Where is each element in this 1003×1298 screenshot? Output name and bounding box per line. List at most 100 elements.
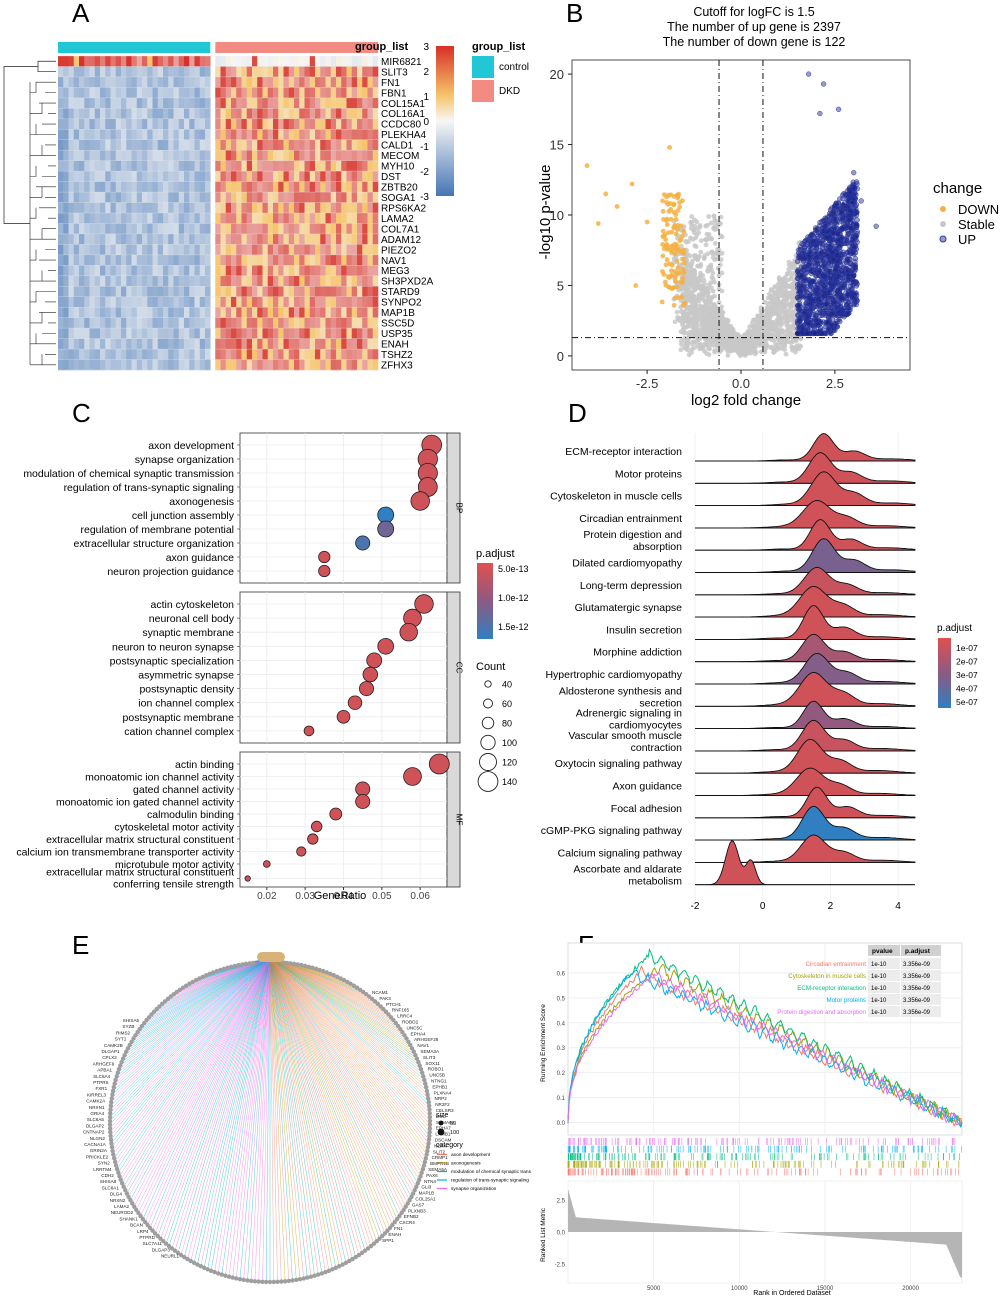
- heatmap-cell: [252, 265, 258, 277]
- heatmap-cell: [351, 307, 358, 318]
- heatmap-cell: [94, 76, 101, 88]
- heatmap-cell: [58, 76, 64, 88]
- volcano-point: [745, 330, 751, 336]
- heatmap-cell: [173, 160, 180, 172]
- heatmap-cell: [215, 129, 221, 141]
- volcano-point: [718, 262, 723, 268]
- heatmap-cell: [225, 192, 232, 203]
- heatmap-cell: [288, 108, 295, 120]
- heatmap-cell: [194, 254, 201, 266]
- heatmap-cell: [278, 296, 284, 308]
- heatmap-cell: [262, 108, 269, 120]
- heatmap-cell: [346, 108, 353, 120]
- volcano-point: [708, 236, 714, 242]
- heatmap-cell: [58, 87, 64, 99]
- heatmap-cell: [105, 338, 111, 350]
- heatmap-cell: [357, 192, 363, 203]
- volcano-point: [804, 263, 810, 270]
- heatmap-cell: [110, 328, 117, 339]
- heatmap-cell: [325, 349, 332, 360]
- heatmap-cell: [121, 129, 127, 141]
- heatmap-cell: [115, 108, 122, 120]
- heatmap-cell: [199, 160, 206, 172]
- heatmap-cell: [63, 139, 69, 151]
- heatmap-cell: [105, 150, 111, 161]
- heatmap-cell: [184, 139, 190, 151]
- heatmap-cell: [362, 171, 368, 182]
- heatmap-cell: [184, 202, 190, 214]
- heatmap-cell: [362, 317, 368, 329]
- heatmap-cell: [267, 139, 274, 151]
- volcano-point: [766, 306, 772, 311]
- heatmap-cell: [63, 213, 69, 224]
- heatmap-cell: [168, 97, 174, 109]
- heatmap-cell: [110, 150, 117, 161]
- volcano-point: [841, 251, 847, 258]
- heatmap-cell: [215, 213, 221, 224]
- heatmap-cell: [215, 307, 221, 318]
- heatmap-cell: [94, 66, 101, 78]
- volcano-point: [778, 327, 784, 333]
- heatmap-cell: [304, 317, 311, 329]
- heatmap-cell: [152, 87, 159, 99]
- heatmap-cell: [73, 171, 80, 182]
- heatmap-cell: [189, 139, 195, 151]
- heatmap-cell: [168, 66, 174, 78]
- heatmap-cell: [273, 108, 279, 120]
- heatmap-cell: [299, 338, 305, 350]
- heatmap-cell: [346, 171, 353, 182]
- heatmap-cell: [220, 307, 227, 318]
- volcano-point: [792, 264, 797, 269]
- heatmap-cell: [351, 286, 358, 298]
- heatmap-cell: [121, 213, 127, 224]
- heatmap-cell: [63, 349, 69, 360]
- heatmap-cell: [362, 97, 368, 109]
- heatmap-cell: [126, 213, 132, 224]
- heatmap-cell: [320, 359, 326, 371]
- heatmap-cell: [309, 97, 316, 109]
- heatmap-cell: [367, 317, 374, 329]
- heatmap-cell: [262, 359, 269, 371]
- heatmap-cell: [231, 97, 237, 109]
- heatmap-cell: [336, 150, 342, 161]
- heatmap-cell: [189, 129, 195, 141]
- heatmap-cell: [126, 338, 132, 350]
- heatmap-cell: [199, 307, 206, 318]
- heatmap-cell: [199, 108, 206, 120]
- scale-tick-label: 1: [423, 92, 429, 103]
- heatmap-cell: [136, 286, 143, 298]
- volcano-point: [741, 343, 747, 348]
- volcano-point: [698, 249, 704, 255]
- scale-tick-label: 0: [423, 117, 429, 128]
- volcano-point: [706, 345, 711, 351]
- heatmap-cell: [367, 349, 374, 360]
- heatmap-cell: [147, 192, 153, 203]
- volcano-point: [850, 250, 856, 256]
- heatmap-cell: [362, 150, 368, 161]
- heatmap-cell: [283, 139, 290, 151]
- heatmap-cell: [58, 129, 64, 141]
- heatmap-cell: [372, 97, 379, 109]
- heatmap-cell: [320, 338, 326, 350]
- heatmap-cell: [288, 265, 295, 277]
- heatmap-cell: [189, 213, 195, 224]
- heatmap-cell: [304, 213, 311, 224]
- heatmap-cell: [205, 338, 211, 350]
- heatmap-cell: [362, 328, 368, 339]
- heatmap-cell: [241, 307, 248, 318]
- heatmap-cell: [278, 160, 284, 172]
- heatmap-cell: [367, 202, 374, 214]
- heatmap-cell: [220, 244, 227, 256]
- heatmap-cell: [184, 338, 190, 350]
- heatmap-cell: [100, 150, 106, 161]
- heatmap-cell: [372, 233, 379, 245]
- heatmap-cell: [205, 223, 211, 235]
- heatmap-cell: [199, 66, 206, 78]
- heatmap-cell: [126, 160, 132, 172]
- heatmap-cell: [131, 307, 138, 318]
- volcano-point: [684, 267, 690, 273]
- heatmap-cell: [184, 349, 190, 360]
- volcano-point: [784, 291, 790, 297]
- heatmap-cell: [278, 265, 284, 277]
- heatmap-cell: [215, 286, 221, 298]
